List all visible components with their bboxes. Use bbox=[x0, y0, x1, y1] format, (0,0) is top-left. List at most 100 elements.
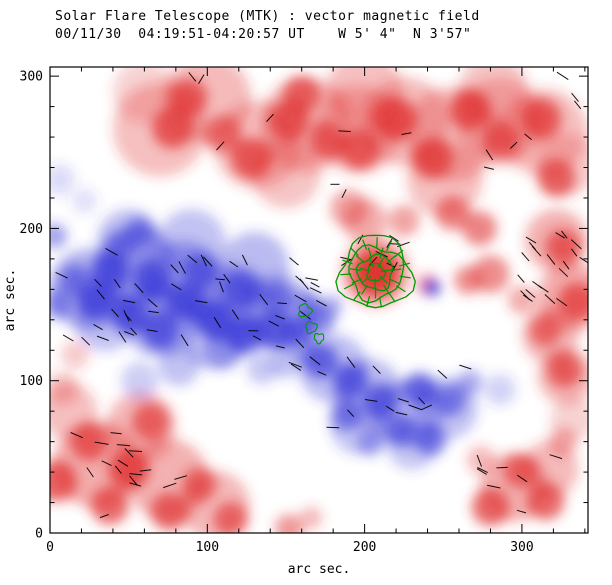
negative-polarity-blob bbox=[50, 223, 68, 249]
field-vector bbox=[195, 300, 208, 304]
field-vector bbox=[203, 256, 213, 267]
x-tick-label: 300 bbox=[510, 540, 533, 555]
negative-polarity-blob bbox=[166, 281, 205, 319]
field-vector bbox=[146, 329, 158, 332]
flare-field-vector bbox=[380, 269, 393, 273]
positive-polarity-blob bbox=[482, 121, 521, 159]
y-tick-label: 300 bbox=[20, 70, 43, 85]
flare-field-vector bbox=[379, 275, 389, 284]
field-vector bbox=[309, 287, 322, 294]
field-vector bbox=[110, 432, 122, 435]
negative-polarity-blob bbox=[320, 295, 343, 318]
positive-polarity-blob bbox=[529, 314, 562, 347]
flare-field-vector bbox=[386, 255, 396, 264]
positive-polarity-blob bbox=[169, 78, 208, 117]
positive-polarity-blob bbox=[388, 205, 420, 237]
negative-polarity-blob bbox=[333, 363, 368, 399]
field-vector bbox=[124, 331, 135, 336]
field-vector bbox=[525, 289, 536, 298]
positive-polarity-blob bbox=[449, 89, 491, 131]
field-vector bbox=[555, 232, 565, 239]
field-vector bbox=[94, 441, 109, 445]
field-vector bbox=[99, 514, 109, 519]
field-vector bbox=[386, 236, 394, 248]
field-vector bbox=[93, 323, 103, 331]
negative-polarity-blob bbox=[141, 311, 180, 350]
field-vector bbox=[277, 302, 288, 305]
positive-polarity-blob bbox=[282, 75, 321, 114]
positive-polarity-blob bbox=[60, 340, 90, 369]
field-vector bbox=[570, 239, 582, 250]
positive-polarity-blob bbox=[372, 96, 417, 141]
positive-polarity-blob bbox=[462, 211, 497, 246]
field-vector bbox=[198, 74, 205, 85]
field-vector bbox=[116, 444, 131, 447]
field-vector bbox=[81, 336, 91, 346]
negative-polarity-blob bbox=[356, 427, 386, 456]
field-vector bbox=[180, 334, 189, 347]
field-vector bbox=[305, 277, 319, 281]
positive-polarity-blob bbox=[466, 445, 496, 475]
field-vector bbox=[295, 275, 304, 284]
positive-polarity-blob bbox=[545, 229, 581, 264]
field-vector bbox=[170, 283, 182, 291]
negative-polarity-blob bbox=[50, 164, 76, 196]
field-vector bbox=[105, 247, 118, 256]
field-vector bbox=[556, 297, 568, 307]
field-vector bbox=[317, 371, 327, 376]
field-vector bbox=[130, 327, 138, 336]
positive-polarity-blob bbox=[150, 492, 189, 531]
field-vector bbox=[290, 363, 302, 371]
positive-polarity-blob bbox=[204, 115, 242, 153]
flare-field-vector bbox=[379, 247, 384, 259]
field-vector bbox=[528, 241, 536, 250]
field-vector bbox=[101, 460, 112, 467]
positive-polarity-blob bbox=[300, 506, 323, 529]
field-vector bbox=[516, 509, 527, 514]
positive-polarity-blob bbox=[108, 448, 150, 490]
negative-polarity-blob bbox=[256, 311, 294, 350]
field-vector bbox=[111, 308, 119, 318]
field-vector bbox=[241, 254, 248, 266]
flare-field-vector bbox=[351, 278, 363, 284]
negative-polarity-blob bbox=[246, 352, 279, 385]
flare-contour bbox=[335, 234, 416, 309]
positive-polarity-blob bbox=[330, 189, 368, 228]
flare-field-vector bbox=[386, 240, 393, 252]
positive-polarity-blob bbox=[230, 137, 272, 179]
plot-title: Solar Flare Telescope (MTK) : vector mag… bbox=[55, 9, 480, 24]
positive-polarity-blob bbox=[471, 255, 510, 293]
field-vector bbox=[124, 313, 132, 322]
negative-polarity-blob bbox=[90, 252, 129, 290]
field-vector bbox=[525, 236, 537, 244]
field-vector bbox=[347, 409, 355, 417]
field-vector bbox=[252, 335, 262, 341]
x-tick-label: 0 bbox=[46, 540, 54, 555]
field-vector bbox=[477, 467, 488, 474]
field-vector bbox=[96, 335, 109, 341]
field-vector bbox=[544, 294, 556, 304]
field-vector bbox=[341, 189, 347, 199]
field-vector bbox=[558, 267, 569, 278]
positive-polarity-blob bbox=[558, 282, 588, 321]
flare-contour bbox=[355, 253, 394, 292]
field-vector bbox=[437, 369, 448, 379]
positive-polarity-blob bbox=[50, 372, 79, 404]
field-vector bbox=[70, 432, 83, 439]
field-vector bbox=[521, 252, 530, 262]
field-vector bbox=[346, 356, 356, 368]
field-vector bbox=[315, 299, 327, 307]
field-vector bbox=[266, 113, 274, 122]
positive-polarity-blob bbox=[50, 460, 77, 502]
plot-subtitle: 00/11/30 04:19:51-04:20:57 UT W 5' 4" N … bbox=[55, 27, 471, 42]
field-vector bbox=[418, 397, 426, 405]
field-vector bbox=[476, 468, 487, 475]
flare-field-vector bbox=[374, 278, 376, 290]
field-vector bbox=[546, 253, 556, 265]
field-vector bbox=[129, 475, 138, 486]
field-vector bbox=[139, 469, 152, 472]
field-vector bbox=[187, 254, 198, 264]
field-vector bbox=[94, 278, 102, 287]
